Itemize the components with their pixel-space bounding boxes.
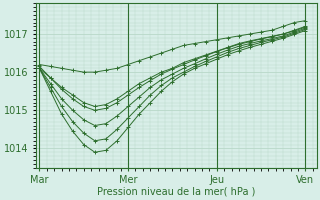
X-axis label: Pression niveau de la mer( hPa ): Pression niveau de la mer( hPa ) bbox=[97, 187, 255, 197]
